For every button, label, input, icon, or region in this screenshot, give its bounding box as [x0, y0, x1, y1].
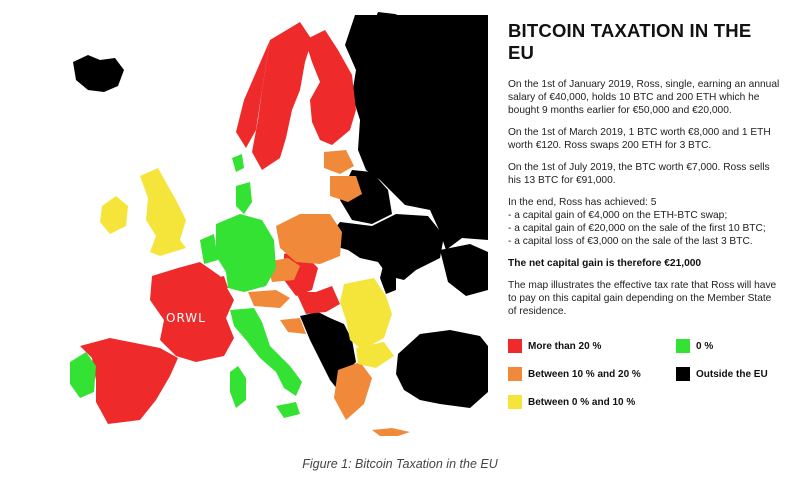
turkey — [396, 330, 488, 408]
legend-label: Between 10 % and 20 % — [528, 368, 641, 380]
legend-label: Outside the EU — [696, 368, 768, 380]
legend-swatch — [508, 367, 522, 381]
portugal — [70, 352, 96, 398]
corsica-sardinia — [230, 366, 246, 408]
legend-swatch — [676, 339, 690, 353]
list-item: - a capital gain of €4,000 on the ETH-BT… — [508, 210, 728, 221]
russia — [345, 15, 488, 250]
info-panel: BITCOIN TAXATION IN THE EU On the 1st of… — [508, 20, 780, 327]
legend-item-yellow: Between 0 % and 10 % — [508, 395, 635, 409]
germany — [216, 214, 276, 292]
legend-swatch — [508, 395, 522, 409]
figure-caption: Figure 1: Bitcoin Taxation in the EU — [302, 457, 498, 471]
map-legend: More than 20 % 0 % Between 10 % and 20 %… — [508, 339, 778, 419]
denmark — [236, 182, 252, 214]
lux-red — [214, 276, 228, 292]
lithuania-latvia — [330, 176, 362, 202]
hungary-romania — [340, 278, 392, 350]
list-item: - a capital loss of €3,000 on the sale o… — [508, 236, 753, 247]
legend-label: 0 % — [696, 340, 714, 352]
estonia — [324, 150, 354, 174]
poland-red — [296, 286, 340, 314]
moldova — [380, 262, 396, 294]
bulgaria — [356, 342, 394, 368]
legend-label: More than 20 % — [528, 340, 602, 352]
norway-red — [236, 40, 270, 148]
paragraph-1: On the 1st of January 2019, Ross, single… — [508, 79, 780, 116]
legend-item-orange: Between 10 % and 20 % — [508, 367, 641, 381]
ireland — [100, 196, 128, 234]
greece — [334, 362, 372, 420]
paragraph-3: On the 1st of July 2019, the BTC worth €… — [508, 162, 770, 186]
spain — [80, 338, 178, 424]
paragraph-5: The map illustrates the effective tax ra… — [508, 280, 777, 317]
panel-title: BITCOIN TAXATION IN THE EU — [508, 20, 752, 63]
sweden — [252, 22, 312, 170]
orwl-watermark: ORWL — [166, 311, 206, 325]
baltic-green — [232, 154, 244, 172]
netherlands — [200, 234, 218, 264]
legend-item-red: More than 20 % — [508, 339, 601, 353]
france — [150, 262, 234, 362]
list-item: - a capital gain of €20,000 on the sale … — [508, 223, 766, 234]
crete — [372, 428, 410, 436]
legend-item-black: Outside the EU — [676, 367, 768, 381]
austria-orange — [248, 290, 290, 308]
achievement-list: In the end, Ross has achieved: 5 - a cap… — [508, 196, 780, 248]
caucasus — [440, 244, 488, 296]
legend-item-green: 0 % — [676, 339, 713, 353]
italy — [230, 308, 302, 396]
paragraph-2: On the 1st of March 2019, 1 BTC worth €8… — [508, 127, 771, 151]
legend-label: Between 0 % and 10 % — [528, 396, 636, 408]
croatia-orange — [280, 318, 306, 334]
uk — [140, 168, 186, 256]
list-intro: In the end, Ross has achieved: 5 — [508, 197, 657, 208]
legend-swatch — [676, 367, 690, 381]
sicily — [276, 402, 300, 418]
ukraine — [332, 214, 444, 280]
eu-tax-map: ORWL — [70, 12, 488, 436]
finland — [305, 30, 356, 145]
legend-swatch — [508, 339, 522, 353]
iceland — [73, 55, 124, 92]
poland — [276, 214, 342, 264]
net-gain-statement: The net capital gain is therefore €21,00… — [508, 258, 702, 269]
